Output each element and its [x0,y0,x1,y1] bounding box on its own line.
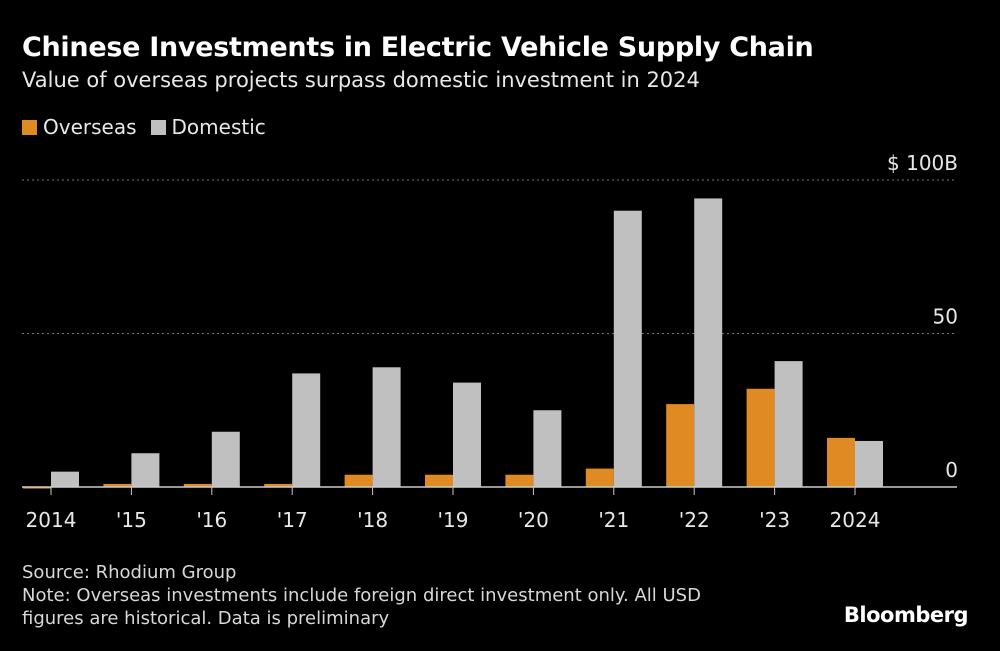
note-line-1: Note: Overseas investments include forei… [22,585,701,606]
bar-domestic [694,198,723,488]
bar-domestic [372,367,401,487]
bar-overseas [183,483,212,487]
legend: Overseas Domestic [22,115,266,139]
bar-overseas [425,474,453,487]
chart-subtitle: Value of overseas projects surpass domes… [22,68,700,92]
bar-domestic [855,440,883,487]
y-tick-label: 0 [945,458,958,482]
bar-overseas [264,483,293,487]
bar-domestic [131,453,160,487]
bloomberg-logo: Bloomberg [843,603,969,627]
x-tick-label: 2024 [830,508,881,532]
x-tick-label: '21 [598,508,629,532]
chart-title: Chinese Investments in Electric Vehicle … [22,32,814,63]
bar-domestic [211,431,240,487]
bar-domestic [51,471,79,487]
x-tick-label: '18 [357,508,388,532]
bar-domestic [533,410,562,487]
note-line-2: figures are historical. Data is prelimin… [22,608,390,629]
footnotes: Source: Rhodium Group Note: Overseas inv… [22,561,701,630]
legend-swatch-overseas [22,120,37,135]
bar-overseas [344,474,373,487]
y-tick-label: $ 100B [887,151,958,175]
bar-domestic [613,210,642,487]
x-tick-label: '20 [518,508,549,532]
bar-domestic [292,373,321,487]
source-text: Source: Rhodium Group [22,562,237,583]
x-tick-label: '16 [196,508,227,532]
bar-overseas [666,404,695,487]
x-tick-label: '23 [759,508,790,532]
bar-domestic [774,361,803,487]
bar-overseas [827,437,855,487]
bar-overseas [585,468,614,487]
x-tick-label: '19 [438,508,469,532]
legend-item-domestic: Domestic [150,115,266,139]
x-tick-label: 2014 [26,508,77,532]
x-tick-label: '15 [116,508,147,532]
x-tick-label: '17 [277,508,308,532]
x-tick-label: '22 [679,508,710,532]
bar-overseas [23,487,51,489]
y-tick-label: 50 [933,305,958,329]
legend-item-overseas: Overseas [22,115,137,139]
bar-domestic [453,382,481,487]
bar-overseas [746,388,775,487]
bar-overseas [103,483,132,487]
legend-swatch-domestic [150,120,166,135]
bar-overseas [505,474,534,487]
